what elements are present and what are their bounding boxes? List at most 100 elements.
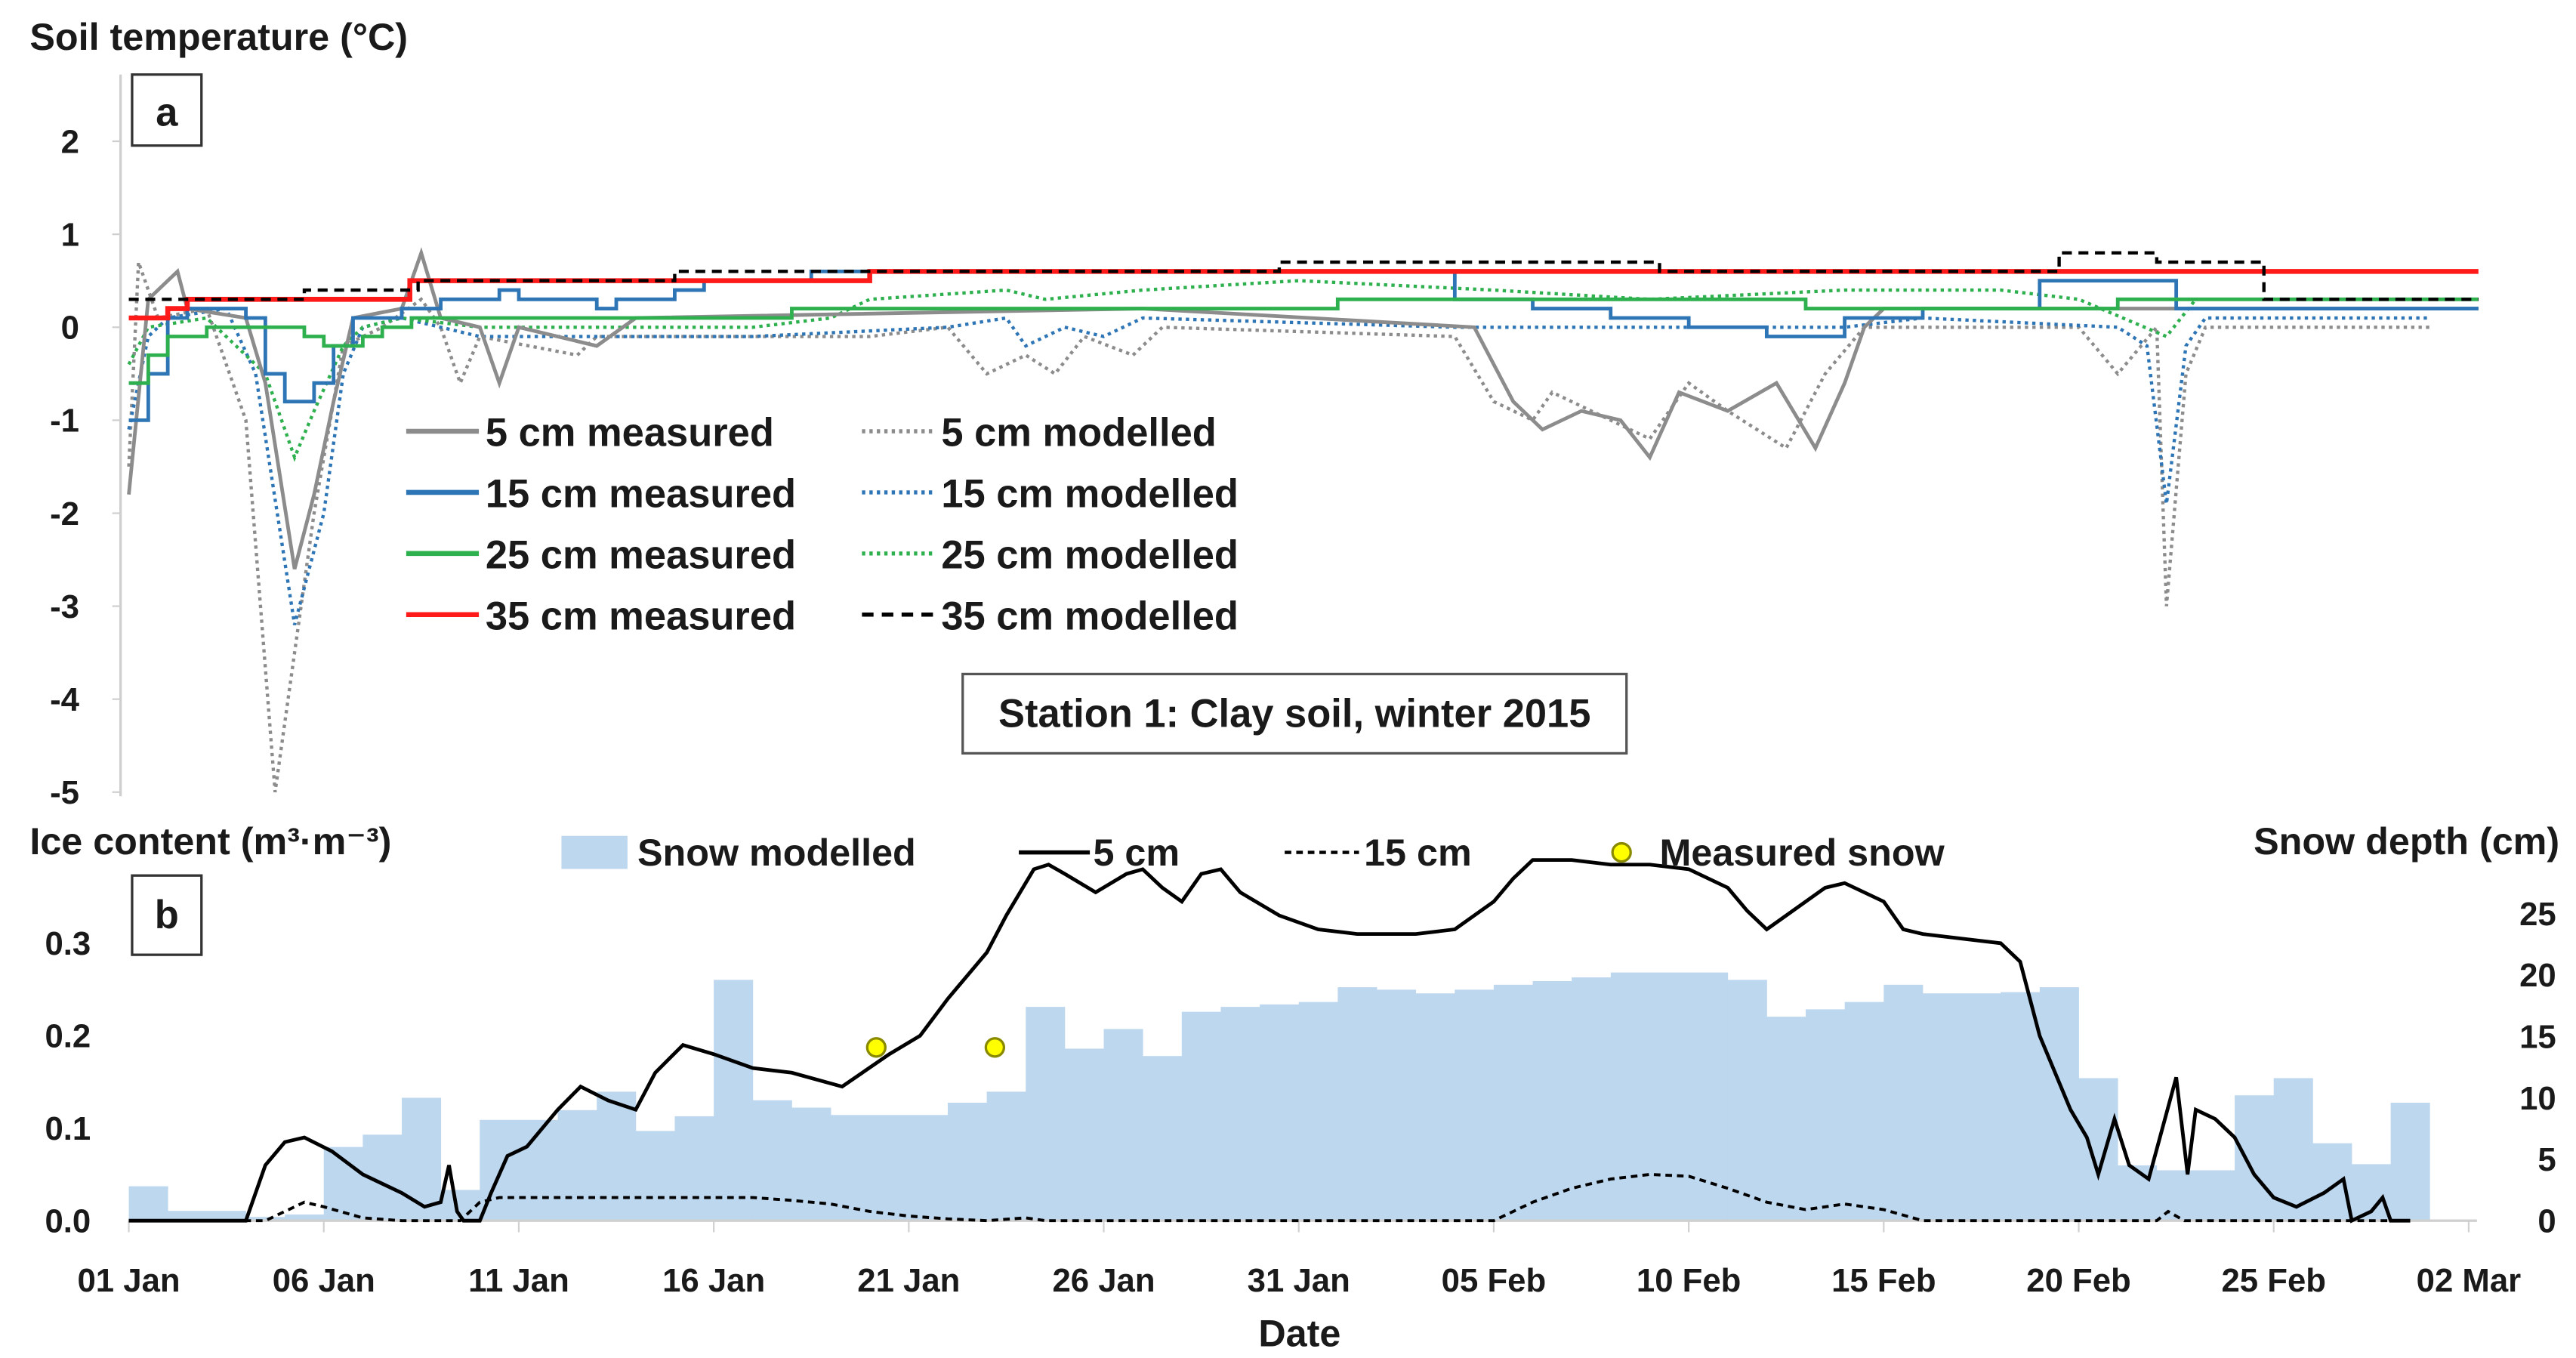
snow-bar <box>2001 992 2041 1221</box>
snow-bar <box>635 1131 675 1221</box>
snow-bar <box>1415 993 1455 1221</box>
panel-a-y-ticks: 2 1 0 -1 -2 -3 -4 -5 <box>50 123 121 811</box>
x-tick-label: 26 Jan <box>1052 1262 1155 1299</box>
snow-bar <box>128 1186 168 1221</box>
right-y-tick-label: 20 <box>2519 957 2556 994</box>
snow-bar <box>1532 980 1572 1221</box>
series-35-cm-modelled <box>128 251 2479 301</box>
legend-label-25-cm-modelled: 25 cm modelled <box>941 534 1239 578</box>
snow-bar <box>674 1116 714 1221</box>
x-tick-label: 06 Jan <box>273 1262 375 1299</box>
snow-bar <box>1026 1007 1066 1221</box>
snow-bar <box>1260 1004 1300 1221</box>
y-tick-label: 1 <box>61 216 79 253</box>
panel-b-right-axis-title: Snow depth (cm) <box>2254 819 2559 863</box>
snow-bar <box>2156 1170 2196 1221</box>
series-5-cm-modelled <box>127 261 2430 793</box>
right-y-tick-label: 10 <box>2519 1080 2556 1117</box>
legend-label-15-cm-measured: 15 cm measured <box>486 473 796 517</box>
snow-bar <box>1806 1009 1846 1221</box>
legend-label-15-cm-modelled: 15 cm modelled <box>941 473 1239 517</box>
snow-bar <box>752 1100 792 1221</box>
snow-bar <box>1610 972 1650 1221</box>
snow-bar <box>986 1091 1026 1221</box>
station-title-box <box>961 672 1628 755</box>
snow-bar <box>168 1211 208 1221</box>
snow-bar <box>947 1103 988 1221</box>
y-tick-label: -4 <box>50 681 80 718</box>
snow-bar <box>1961 993 2001 1221</box>
snow-bar <box>2235 1095 2275 1221</box>
snow-bar <box>2273 1078 2313 1221</box>
panel-b-series <box>128 858 2411 1224</box>
panel-b-legend: Snow modelled 5 cm 15 cm Measured snow <box>561 831 1945 874</box>
y-tick-label: 0.3 <box>45 925 91 962</box>
y-tick-label: 0.2 <box>45 1018 91 1055</box>
legend-label-5-cm-measured: 5 cm measured <box>486 412 774 455</box>
y-tick-label: 2 <box>61 123 79 160</box>
snow-bar <box>1766 1017 1806 1221</box>
snow-bar <box>1337 987 1377 1221</box>
y-tick-label: -1 <box>50 403 79 440</box>
x-tick-label: 21 Jan <box>857 1262 960 1299</box>
panel-a-y-axis-title: Soil temperature (°C) <box>29 15 408 58</box>
x-tick-label: 05 Feb <box>1442 1262 1547 1299</box>
snow-bar <box>1689 972 1729 1221</box>
snow-bar <box>402 1097 442 1221</box>
snow-bar <box>909 1115 949 1221</box>
legend-marker-measured-snow <box>1611 841 1632 863</box>
snow-bar <box>1298 1002 1338 1221</box>
right-y-tick-label: 5 <box>2537 1141 2556 1178</box>
x-axis-title: Date <box>1258 1311 1340 1354</box>
snow-bar <box>1493 984 1533 1221</box>
y-tick-label: -5 <box>50 774 79 811</box>
series-25-cm-modelled <box>127 279 2430 462</box>
x-tick-label: 11 Jan <box>468 1262 569 1299</box>
snow-bar <box>1064 1048 1104 1221</box>
panel-b-right-y-ticks: 0 5 10 15 20 25 <box>2519 896 2556 1240</box>
legend-label-5-cm-modelled: 5 cm modelled <box>941 412 1217 455</box>
series-25-cm-measured <box>128 297 2479 385</box>
snow-bar <box>1377 989 1417 1221</box>
snow-bar <box>1844 1002 1884 1221</box>
legend-label-measured-snow: Measured snow <box>1659 831 1945 874</box>
y-tick-label: 0 <box>61 310 79 347</box>
x-tick-label: 10 Feb <box>1637 1262 1741 1299</box>
y-tick-label: -2 <box>50 495 79 532</box>
legend-label-35-cm-measured: 35 cm measured <box>486 594 796 638</box>
panel-a-label-box <box>131 73 203 147</box>
snow-bar <box>1220 1007 1260 1221</box>
snow-bar <box>2312 1143 2352 1221</box>
y-tick-label: 0.1 <box>45 1110 91 1147</box>
panel-b-y-axis-title: Ice content (m³·m⁻³) <box>29 819 391 863</box>
measured-snow-point <box>984 1037 1006 1058</box>
legend-label-35-cm-modelled: 35 cm modelled <box>941 594 1239 638</box>
snow-bar <box>1922 993 1963 1221</box>
snow-bar <box>1649 972 1689 1221</box>
panel-b-y-ticks: 0.0 0.1 0.2 0.3 <box>45 925 91 1239</box>
legend-swatch-snow-modelled <box>561 835 628 869</box>
y-tick-label: -3 <box>50 588 79 625</box>
snow-bar <box>1103 1029 1143 1221</box>
legend-label-ice-5cm: 5 cm <box>1093 831 1180 874</box>
panel-b-label-box <box>131 874 203 956</box>
x-tick-label: 15 Feb <box>1831 1262 1936 1299</box>
snow-bar <box>2078 1078 2118 1221</box>
series-15-cm-measured <box>128 269 2479 422</box>
snow-modelled-bars <box>128 972 2430 1221</box>
right-y-tick-label: 25 <box>2519 896 2556 933</box>
x-tick-label: 16 Jan <box>662 1262 765 1299</box>
legend-label-25-cm-measured: 25 cm measured <box>486 534 796 578</box>
snow-bar <box>2039 987 2079 1221</box>
y-tick-label: 0.0 <box>45 1202 91 1239</box>
panel-b-x-ticks: 01 Jan 06 Jan 11 Jan 16 Jan 21 Jan 26 Jan 31 J… <box>77 1221 2521 1299</box>
panel-a-label: a <box>156 91 178 135</box>
snow-bar <box>1572 977 1612 1221</box>
x-tick-label: 02 Mar <box>2417 1262 2522 1299</box>
x-tick-label: 20 Feb <box>2026 1262 2131 1299</box>
x-tick-label: 25 Feb <box>2221 1262 2326 1299</box>
series-ice-5-cm <box>128 858 2411 1224</box>
snow-bar <box>1455 989 1495 1221</box>
series-5-cm-measured <box>127 247 2479 569</box>
snow-bar <box>2390 1103 2430 1221</box>
